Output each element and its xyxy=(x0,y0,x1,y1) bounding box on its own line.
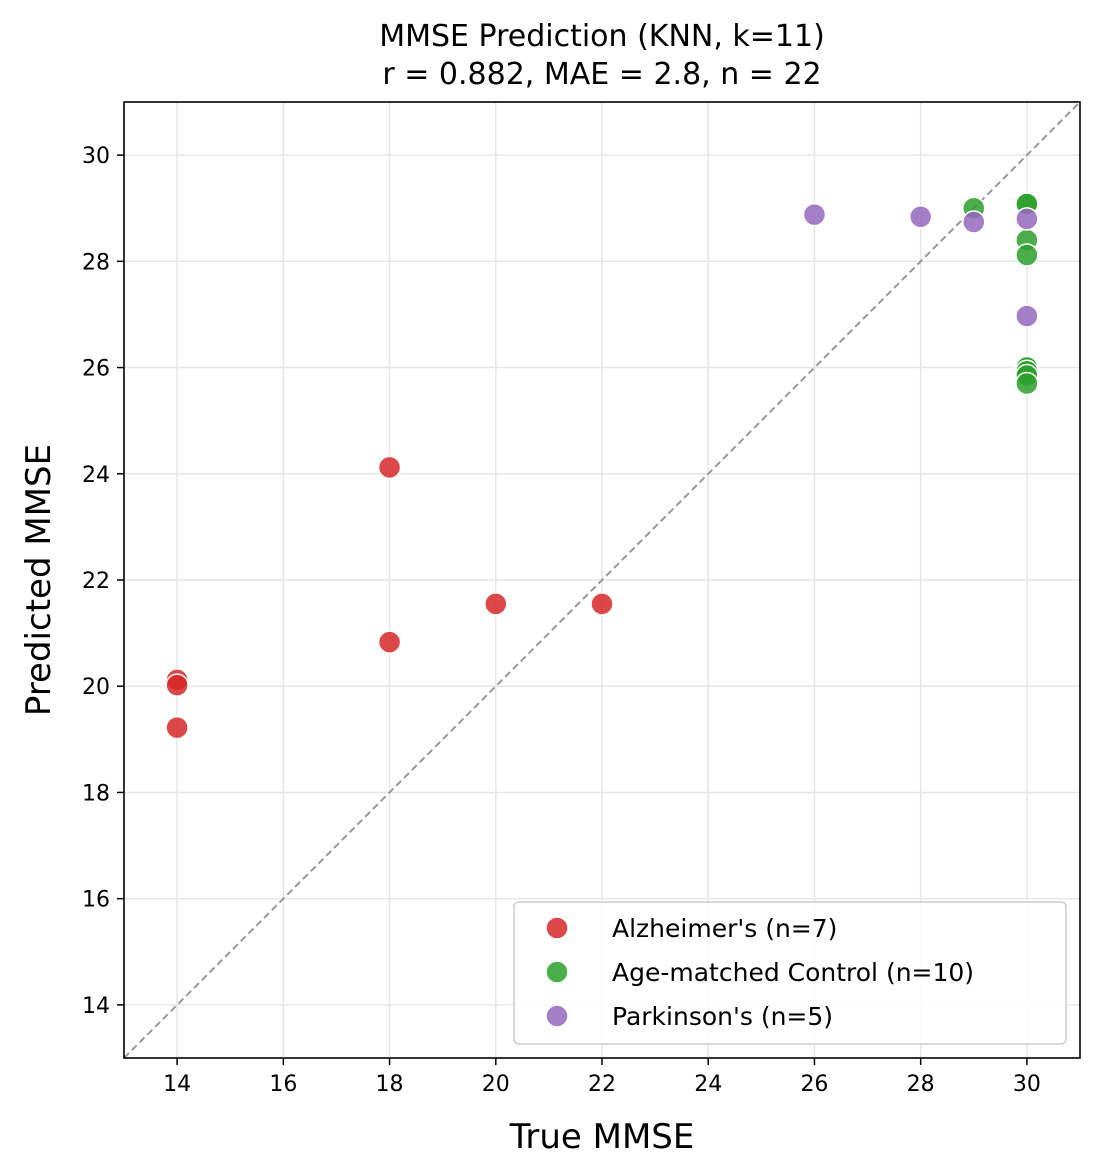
y-tick-label: 14 xyxy=(82,994,110,1019)
y-tick-label: 18 xyxy=(82,781,110,806)
identity-line xyxy=(123,101,1081,1059)
data-point xyxy=(484,592,508,616)
x-tick-label: 30 xyxy=(1013,1072,1041,1097)
x-tick-label: 18 xyxy=(376,1072,404,1097)
legend-label: Age-matched Control (n=10) xyxy=(612,958,974,987)
x-tick-label: 28 xyxy=(907,1072,935,1097)
data-point xyxy=(962,210,986,234)
data-point xyxy=(1015,243,1039,267)
legend: Alzheimer's (n=7) Age-matched Control (n=… xyxy=(513,901,1067,1045)
data-point xyxy=(802,202,827,227)
legend-marker xyxy=(545,960,569,984)
x-tick-label: 26 xyxy=(800,1072,828,1097)
chart-title: MMSE Prediction (KNN, k=11) xyxy=(379,19,825,54)
y-tick-label: 30 xyxy=(82,144,110,169)
data-point xyxy=(1015,304,1039,328)
x-tick-label: 22 xyxy=(588,1072,616,1097)
x-axis-label: True MMSE xyxy=(509,1117,695,1157)
y-tick-label: 16 xyxy=(82,888,110,913)
x-tick-label: 16 xyxy=(269,1072,297,1097)
x-tick-label: 20 xyxy=(482,1072,510,1097)
data-point xyxy=(590,592,614,616)
data-point xyxy=(377,630,402,654)
legend-label: Parkinson's (n=5) xyxy=(612,1002,833,1031)
legend-marker xyxy=(545,916,569,940)
legend-label: Alzheimer's (n=7) xyxy=(612,914,837,943)
y-tick-label: 26 xyxy=(82,357,110,382)
data-point xyxy=(165,715,189,740)
x-tick-label: 14 xyxy=(163,1072,191,1097)
data-point xyxy=(1015,371,1039,396)
data-point xyxy=(377,455,402,480)
y-tick-label: 24 xyxy=(82,463,110,488)
x-tick-label: 24 xyxy=(694,1072,722,1097)
y-tick-label: 22 xyxy=(82,569,110,594)
legend-marker xyxy=(545,1004,569,1028)
y-tick-label: 28 xyxy=(82,250,110,275)
data-point xyxy=(165,673,189,697)
data-point xyxy=(908,204,933,229)
y-tick-label: 20 xyxy=(82,675,110,700)
data-point xyxy=(1015,207,1039,231)
y-axis-label: Predicted MMSE xyxy=(19,444,59,716)
chart-subtitle: r = 0.882, MAE = 2.8, n = 22 xyxy=(382,57,821,92)
